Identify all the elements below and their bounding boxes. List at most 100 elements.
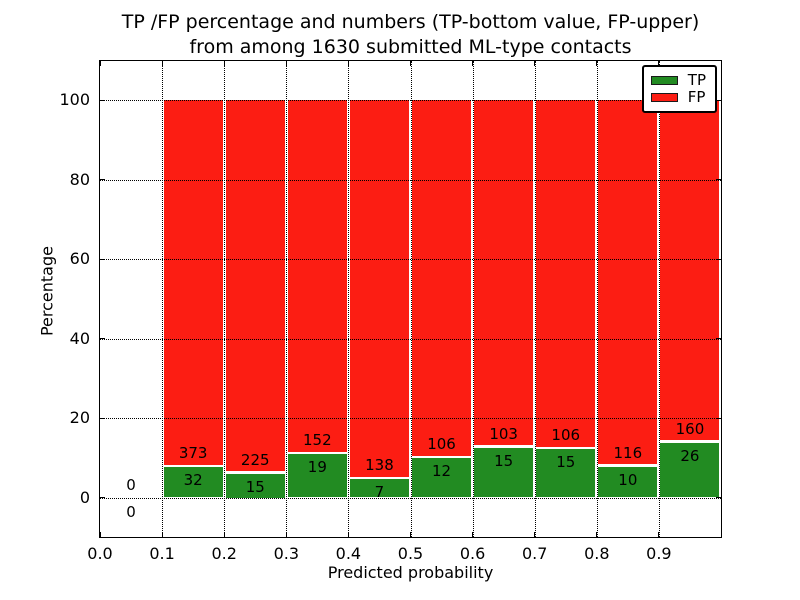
x-tick (161, 61, 163, 66)
y-tick-label: 60 (69, 249, 90, 268)
x-tick (410, 532, 411, 537)
x-axis-title: Predicted probability (327, 563, 494, 582)
fp-count-label: 0 (126, 475, 136, 494)
grid-line-v (410, 61, 412, 537)
fp-bar (287, 100, 347, 452)
x-tick (596, 532, 598, 537)
grid-line-v (534, 61, 536, 537)
tp-bar (474, 447, 534, 498)
chart-title-line2: from among 1630 submitted ML-type contac… (189, 36, 632, 58)
tp-bar (412, 458, 472, 498)
tp-count-label: 26 (680, 446, 700, 465)
fp-bar (474, 100, 534, 446)
x-tick-label: 0.3 (273, 544, 300, 563)
fp-count-label: 106 (551, 426, 581, 445)
y-tick (716, 99, 721, 101)
x-tick-label: 0.5 (397, 544, 424, 563)
chart-title-line1: TP /FP percentage and numbers (TP-bottom… (121, 11, 700, 33)
x-tick-label: 0.0 (87, 544, 113, 563)
tp-legend-label: TP (687, 71, 706, 89)
tp-count-label: 7 (374, 483, 385, 502)
y-tick (100, 99, 105, 101)
fp-count-label: 116 (613, 443, 643, 462)
x-tick (472, 532, 474, 537)
fp-count-label: 373 (178, 444, 208, 463)
x-tick (534, 61, 536, 66)
y-tick-label: 40 (69, 328, 90, 348)
fp-count-label: 103 (489, 424, 518, 443)
x-tick-label: 0.6 (459, 544, 486, 563)
tp-bar (349, 479, 409, 498)
tp-count-label: 12 (432, 462, 452, 481)
x-tick-label: 0.8 (584, 544, 610, 563)
x-tick (658, 61, 660, 66)
fp-bar (660, 100, 720, 441)
y-tick (100, 497, 105, 498)
tp-count-label: 15 (245, 477, 265, 496)
x-tick (223, 61, 225, 66)
tp-count-label: 15 (556, 453, 576, 472)
fp-legend-swatch (650, 93, 678, 102)
y-tick-label: 20 (69, 408, 90, 427)
x-tick (99, 61, 101, 66)
tp-bar (598, 466, 658, 498)
x-tick (534, 532, 536, 537)
chart-title: TP /FP percentage and numbers (TP-bottom… (99, 10, 722, 60)
fp-count-label: 138 (365, 456, 394, 475)
x-tick (472, 61, 474, 66)
fp-count-label: 225 (240, 450, 270, 469)
tp-bar (660, 442, 720, 498)
tp-count-label: 10 (618, 470, 638, 489)
y-tick (100, 417, 105, 419)
x-tick (347, 532, 349, 537)
fp-bar (536, 100, 596, 447)
x-tick-label: 0.9 (646, 544, 672, 563)
grid-line-v (472, 61, 474, 537)
tp-bar (225, 473, 285, 498)
x-tick-label: 0.7 (521, 544, 548, 563)
x-tick (285, 532, 287, 537)
x-tick (347, 61, 349, 66)
x-tick (99, 532, 101, 537)
grid-line-v (286, 61, 288, 537)
x-tick (658, 532, 660, 537)
y-tick (716, 179, 721, 180)
grid-line-v (348, 61, 350, 537)
fp-bar (349, 100, 409, 477)
grid-line-v (658, 61, 660, 537)
fp-count-label: 152 (303, 431, 332, 450)
tp-bar (163, 467, 223, 498)
y-tick-label: 80 (69, 169, 90, 189)
y-tick (100, 338, 105, 339)
grid-line-v (224, 61, 226, 537)
tp-bar (287, 454, 347, 498)
tp-count-label: 32 (183, 471, 203, 490)
legend-row-tp: TP (650, 71, 706, 89)
legend: TP FP (641, 65, 717, 113)
fp-bar (412, 100, 472, 456)
tp-bar (536, 449, 596, 498)
x-tick (410, 61, 411, 66)
tp-count-label: 0 (126, 502, 136, 521)
plot-area: TP FP 0 0 373 32 225 15 152 19 138 7 106 12 103 15 106… (99, 60, 722, 538)
tp-count-label: 15 (494, 451, 514, 470)
x-tick (161, 532, 163, 537)
x-tick-label: 0.1 (149, 544, 175, 563)
fp-bar (598, 100, 658, 465)
x-tick (285, 61, 287, 66)
fp-count-label: 160 (675, 419, 705, 438)
fp-count-label: 106 (427, 435, 456, 454)
y-tick-label: 100 (59, 90, 90, 109)
grid-line-v (596, 61, 598, 537)
y-tick (100, 179, 105, 180)
grid-line-v (162, 61, 164, 537)
y-tick (716, 417, 721, 419)
fp-bar (225, 100, 285, 472)
x-tick (596, 61, 598, 66)
x-tick (223, 532, 225, 537)
fp-legend-label: FP (687, 88, 706, 106)
y-tick (716, 338, 721, 339)
x-tick-label: 0.4 (335, 544, 362, 563)
y-tick (716, 258, 721, 260)
